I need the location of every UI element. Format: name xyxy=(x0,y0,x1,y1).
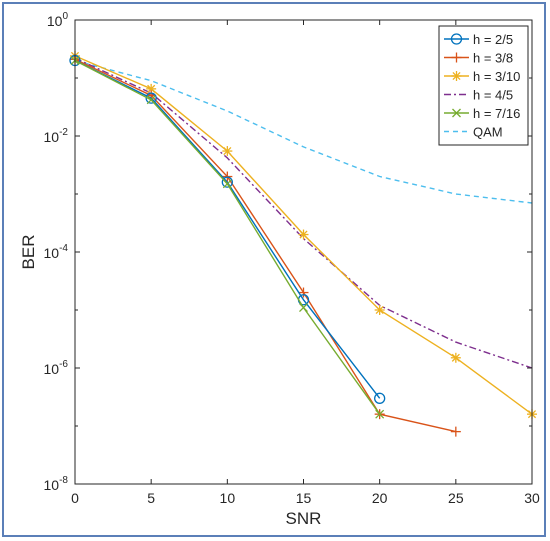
legend-marker xyxy=(450,33,463,45)
data-point xyxy=(298,229,309,240)
legend-label: h = 7/16 xyxy=(473,106,520,121)
series-line xyxy=(74,59,533,204)
data-point xyxy=(298,287,309,298)
legend-label: h = 2/5 xyxy=(473,32,513,47)
legend: h = 2/5 h = 3/8 h = 3/10 h = 4/5 h = 7/16 QAM xyxy=(438,25,529,146)
x-tick-label: 20 xyxy=(372,490,388,506)
data-point xyxy=(222,179,232,189)
y-tick-exponent: -8 xyxy=(59,475,68,486)
legend-item: h = 3/10 xyxy=(444,69,520,84)
data-point xyxy=(374,305,385,315)
y-tick-exponent: 0 xyxy=(62,11,68,22)
legend-marker xyxy=(451,71,462,81)
series-line xyxy=(74,59,381,415)
data-point xyxy=(222,146,233,157)
legend-label: h = 3/10 xyxy=(473,69,520,84)
legend-label: h = 3/8 xyxy=(473,51,513,66)
y-tick-label: 100 xyxy=(47,11,69,29)
legend-item: h = 7/16 xyxy=(444,106,520,121)
x-axis-label: SNR xyxy=(286,509,322,528)
y-tick-base: 10 xyxy=(44,245,60,261)
y-tick-base: 10 xyxy=(44,361,60,377)
x-tick-label: 25 xyxy=(448,490,464,506)
legend-item: h = 2/5 xyxy=(444,32,513,47)
legend-item: h = 3/8 xyxy=(444,51,513,66)
y-tick-label: 10-4 xyxy=(44,243,69,261)
y-tick-base: 10 xyxy=(47,13,63,29)
data-point xyxy=(450,352,461,363)
legend-marker xyxy=(452,108,461,118)
data-point xyxy=(299,303,308,313)
legend-marker xyxy=(451,52,462,63)
x-tick-label: 5 xyxy=(147,490,155,506)
y-axis-label: BER xyxy=(19,235,38,270)
series-0 xyxy=(69,54,386,404)
data-point xyxy=(375,409,385,419)
series-line xyxy=(74,58,456,433)
y-tick-exponent: -6 xyxy=(59,359,68,370)
y-tick-label: 10-2 xyxy=(44,127,69,145)
legend-label: QAM xyxy=(473,125,503,140)
x-tick-label: 10 xyxy=(220,490,236,506)
y-tick-base: 10 xyxy=(44,129,60,145)
data-point xyxy=(146,95,156,105)
series-5 xyxy=(74,59,533,204)
x-tick-label: 0 xyxy=(71,490,79,506)
figure-frame xyxy=(2,2,546,537)
data-point xyxy=(145,92,157,104)
y-tick-base: 10 xyxy=(44,477,60,493)
legend-box xyxy=(438,25,529,146)
x-tick-label: 30 xyxy=(524,490,540,506)
legend-label: h = 4/5 xyxy=(473,88,513,103)
series-3 xyxy=(74,57,533,369)
y-tick-label: 10-8 xyxy=(44,475,69,493)
legend-item: h = 4/5 xyxy=(444,88,513,103)
series-layer xyxy=(69,50,537,437)
series-line xyxy=(74,59,381,399)
series-2 xyxy=(70,50,537,420)
y-tick-exponent: -4 xyxy=(59,243,68,254)
series-line xyxy=(74,57,533,369)
y-tick-label: 10-6 xyxy=(44,359,69,377)
y-tick-exponent: -2 xyxy=(59,127,68,138)
series-4 xyxy=(70,56,385,419)
legend-item: QAM xyxy=(444,125,503,140)
x-tick-label: 15 xyxy=(296,490,312,506)
data-point xyxy=(221,176,233,188)
data-point xyxy=(450,426,461,437)
data-point xyxy=(374,392,386,404)
